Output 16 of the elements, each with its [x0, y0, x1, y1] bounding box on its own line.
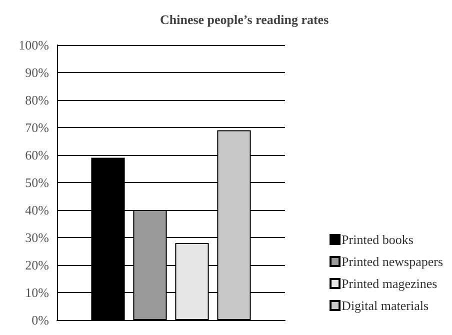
y-tick-label: 40% [25, 202, 50, 218]
y-tick-label: 60% [25, 148, 50, 162]
y-tick-label: 80% [25, 92, 50, 108]
y-tick-label: 20% [25, 258, 50, 272]
legend-label: Printed magezines [342, 276, 438, 291]
y-tick-label: 90% [25, 65, 50, 80]
y-tick-label: 10% [25, 285, 50, 300]
legend-label: Printed newspapers [342, 254, 444, 269]
y-tick-label: 0% [32, 312, 50, 328]
y-tick-label: 30% [25, 230, 50, 245]
legend-label: Printed books [342, 232, 414, 247]
legend-label: Digital materials [342, 298, 429, 313]
chart-title: Chinese people’s reading rates [160, 12, 329, 27]
y-tick-label: 50% [25, 175, 50, 190]
y-tick-label: 70% [25, 120, 50, 135]
y-tick-label: 100% [18, 38, 50, 52]
